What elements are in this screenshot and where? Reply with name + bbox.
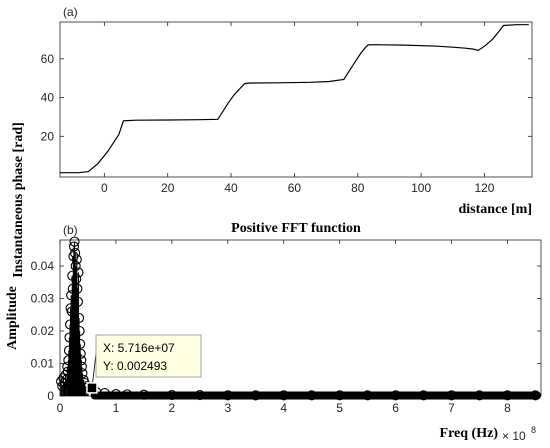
panel-a-x-axis-label: distance [m] xyxy=(459,202,533,217)
panel-a-x-tick-label: 100 xyxy=(411,181,431,195)
panel-b-title: Positive FFT function xyxy=(231,221,361,236)
panel-b-x-exponent-power: 8 xyxy=(531,425,536,435)
panel-a-y-tick-label: 60 xyxy=(41,52,55,66)
fft-point xyxy=(73,267,84,278)
panel-a-phase-line xyxy=(60,24,529,174)
panel-b-y-tick-label: 0.04 xyxy=(31,259,55,273)
fft-tail-band xyxy=(90,391,541,400)
fft-point xyxy=(70,260,81,272)
panel-a-y-tick-label: 40 xyxy=(41,91,55,105)
panel-b-y-axis-label: Amplitude xyxy=(5,286,20,350)
fft-point xyxy=(70,247,81,259)
fft-point xyxy=(74,325,85,337)
panel-a-label: (a) xyxy=(63,5,78,19)
panel-a: (a) 0 20 40 60 80 100 120 20 40 60 Instantaneous… xyxy=(11,5,533,278)
panel-b-y-tick-label: 0 xyxy=(47,389,54,403)
panel-b-x-tick-label: 1 xyxy=(113,401,120,415)
fft-point xyxy=(71,254,82,265)
fft-point xyxy=(76,361,87,372)
panel-a-x-tick-label: 60 xyxy=(288,181,302,195)
panel-a-x-tick-label: 0 xyxy=(101,181,108,195)
datatip-y-text: Y: 0.002493 xyxy=(103,359,167,373)
fft-point xyxy=(77,368,88,379)
datatip-box xyxy=(95,334,202,378)
panel-a-y-ticks: 20 40 60 xyxy=(41,52,532,143)
fft-point xyxy=(73,312,85,324)
panel-b-y-tick-label: 0.02 xyxy=(31,324,55,338)
panel-b-x-tick-label: 7 xyxy=(448,401,455,415)
datatip[interactable]: X: 5.716e+07 Y: 0.002493 xyxy=(86,334,202,394)
panel-b-x-tick-label: 6 xyxy=(392,401,399,415)
panel-a-y-axis-label: Instantaneous phase [rad] xyxy=(11,122,26,278)
panel-a-x-ticks: 0 20 40 60 80 100 120 xyxy=(101,22,495,195)
panel-b: (b) Positive FFT function 0 1 2 3 4 5 6 7 8 0 0.0… xyxy=(5,221,542,443)
panel-b-y-tick-label: 0.01 xyxy=(31,357,55,371)
datatip-marker xyxy=(86,382,98,394)
fft-point xyxy=(75,338,86,350)
panel-b-x-ticks: 0 1 2 3 4 5 6 7 8 xyxy=(57,240,511,415)
fft-point xyxy=(69,236,80,247)
panel-a-x-tick-label: 120 xyxy=(474,181,494,195)
datatip-x-text: X: 5.716e+07 xyxy=(103,341,175,355)
panel-b-x-axis-label: Freq (Hz) xyxy=(440,426,499,441)
panel-b-y-tick-label: 0.03 xyxy=(31,292,55,306)
panel-b-y-ticks: 0 0.01 0.02 0.03 0.04 xyxy=(31,259,541,403)
panel-a-x-tick-label: 20 xyxy=(161,181,175,195)
fft-point xyxy=(72,283,83,294)
panel-b-x-tick-label: 2 xyxy=(169,401,176,415)
panel-a-x-tick-label: 40 xyxy=(224,181,238,195)
panel-a-x-tick-label: 80 xyxy=(351,181,365,195)
panel-a-axes-box xyxy=(59,21,533,178)
panel-b-x-tick-label: 3 xyxy=(224,401,231,415)
panel-b-x-tick-label: 5 xyxy=(336,401,343,415)
fft-point xyxy=(76,355,87,366)
panel-b-x-tick-label: 0 xyxy=(57,401,64,415)
panel-b-x-exponent: × 10 xyxy=(502,429,526,443)
panel-b-label: (b) xyxy=(63,223,78,237)
panel-b-x-tick-label: 4 xyxy=(280,401,287,415)
panel-b-x-tick-label: 8 xyxy=(504,401,511,415)
panel-a-y-tick-label: 20 xyxy=(41,129,55,143)
fft-point xyxy=(75,348,86,359)
